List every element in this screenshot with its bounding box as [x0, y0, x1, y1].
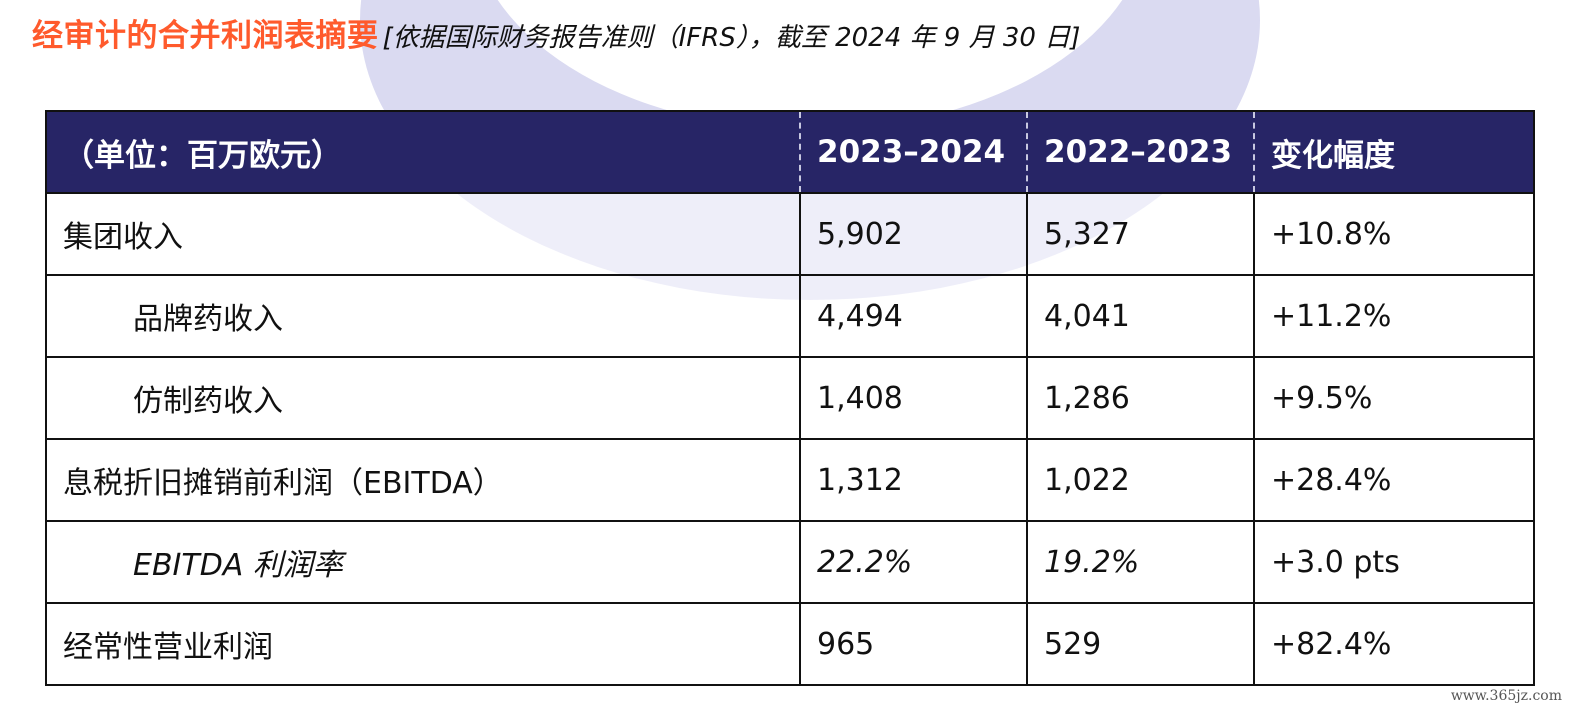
row-value-2024: 22.2%: [799, 520, 1028, 604]
row-label: 息税折旧摊销前利润（EBITDA）: [45, 438, 801, 522]
table-row: 品牌药收入 4,494 4,041 +11.2%: [45, 274, 1535, 358]
row-value-2024: 965: [799, 602, 1028, 686]
row-change: +11.2%: [1253, 274, 1535, 358]
row-value-2023: 1,022: [1026, 438, 1255, 522]
table-row: 经常性营业利润 965 529 +82.4%: [45, 602, 1535, 686]
header-2022-2023: 2022–2023: [1026, 110, 1254, 194]
page-title: 经审计的合并利润表摘要: [32, 18, 379, 54]
income-summary-table: （单位：百万欧元） 2023–2024 2022–2023 变化幅度 集团收入 …: [45, 110, 1535, 686]
table-row: EBITDA 利润率 22.2% 19.2% +3.0 pts: [45, 520, 1535, 604]
row-label: EBITDA 利润率: [45, 520, 801, 604]
row-label: 集团收入: [45, 192, 801, 276]
row-value-2023: 529: [1026, 602, 1255, 686]
row-change: +9.5%: [1253, 356, 1535, 440]
header-unit: （单位：百万欧元）: [45, 110, 800, 194]
row-label: 品牌药收入: [45, 274, 801, 358]
row-label: 仿制药收入: [45, 356, 801, 440]
row-change: +28.4%: [1253, 438, 1535, 522]
row-value-2023: 1,286: [1026, 356, 1255, 440]
table-header-row: （单位：百万欧元） 2023–2024 2022–2023 变化幅度: [45, 110, 1535, 194]
row-value-2023: 19.2%: [1026, 520, 1255, 604]
table-row: 息税折旧摊销前利润（EBITDA） 1,312 1,022 +28.4%: [45, 438, 1535, 522]
row-change: +3.0 pts: [1253, 520, 1535, 604]
page-subtitle: [依据国际财务报告准则（IFRS），截至 2024 年 9 月 30 日]: [382, 23, 1081, 53]
row-label: 经常性营业利润: [45, 602, 801, 686]
table-row: 集团收入 5,902 5,327 +10.8%: [45, 192, 1535, 276]
title-row: 经审计的合并利润表摘要 [依据国际财务报告准则（IFRS），截至 2024 年 …: [32, 10, 1080, 55]
row-change: +10.8%: [1253, 192, 1535, 276]
row-value-2024: 5,902: [799, 192, 1028, 276]
row-change: +82.4%: [1253, 602, 1535, 686]
row-value-2023: 5,327: [1026, 192, 1255, 276]
row-value-2024: 4,494: [799, 274, 1028, 358]
row-value-2023: 4,041: [1026, 274, 1255, 358]
header-2023-2024: 2023–2024: [799, 110, 1027, 194]
row-value-2024: 1,408: [799, 356, 1028, 440]
table-row: 仿制药收入 1,408 1,286 +9.5%: [45, 356, 1535, 440]
row-value-2024: 1,312: [799, 438, 1028, 522]
header-change: 变化幅度: [1253, 110, 1535, 194]
watermark-text: www.365jz.com: [1450, 688, 1562, 704]
